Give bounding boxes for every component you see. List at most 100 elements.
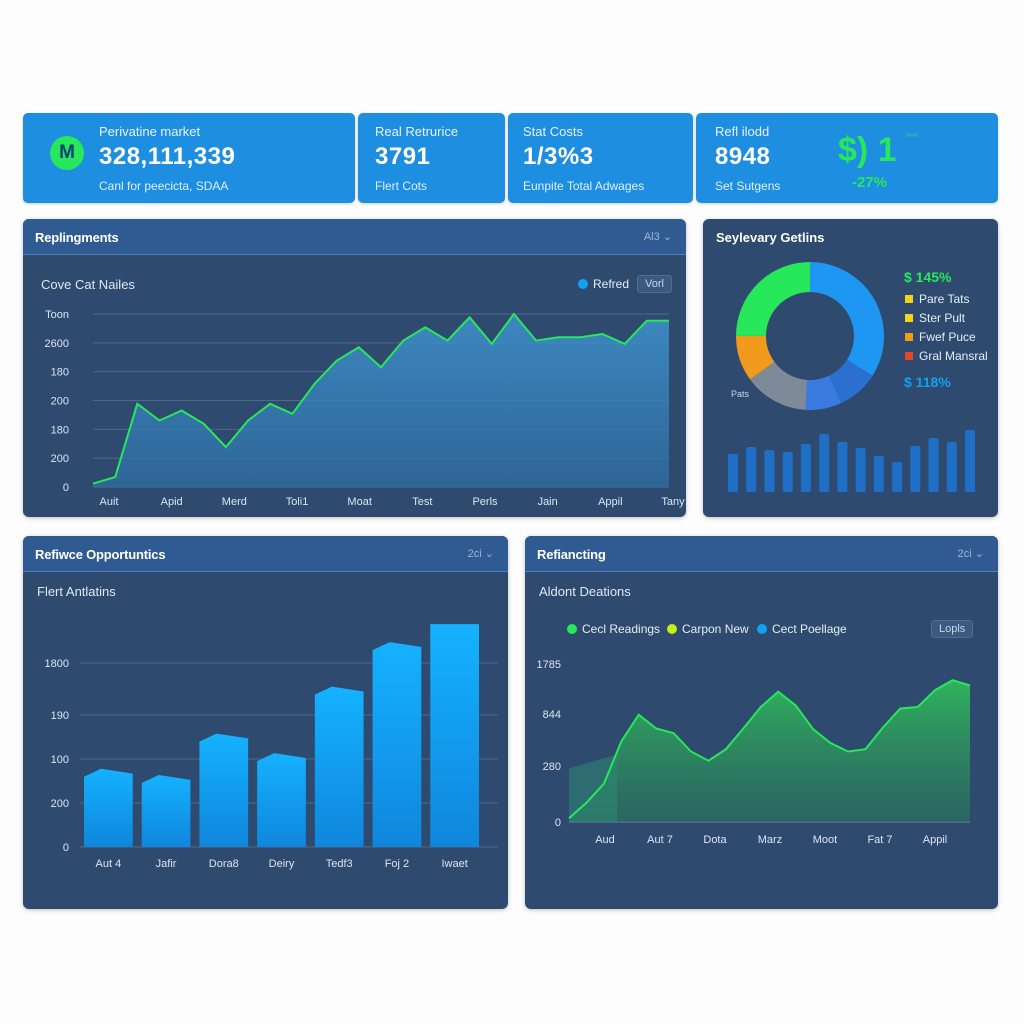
legend-square-icon bbox=[905, 333, 913, 341]
y-tick-label: 1800 bbox=[45, 658, 69, 670]
panel-title: Replingments bbox=[35, 230, 119, 245]
kpi-change: -27% bbox=[852, 174, 888, 191]
y-tick-label: 180 bbox=[51, 367, 69, 379]
legend-label: Ster Pult bbox=[919, 311, 966, 325]
kpi-sub: Eunpite Total Adwages bbox=[523, 179, 645, 193]
kpi-card-market[interactable]: M Perivatine market 328,111,339 Canl for… bbox=[23, 113, 355, 203]
seylevary-panel: Seylevary Getlins $ 145% Pare Tats Ster … bbox=[703, 219, 998, 517]
area-fill-refred bbox=[93, 314, 669, 487]
mini-bar bbox=[782, 452, 793, 492]
bar bbox=[430, 624, 479, 847]
mini-bar bbox=[746, 447, 757, 492]
legend-label: Refred bbox=[593, 277, 630, 291]
kpi-value: 328,111,339 bbox=[99, 143, 236, 170]
x-tick-label: Aud bbox=[595, 834, 615, 846]
y-tick-label: Toon bbox=[45, 309, 69, 321]
chart-title: Flert Antlatins bbox=[37, 584, 116, 599]
seylevary-donut-chart bbox=[728, 262, 975, 492]
panel-menu-dropdown[interactable]: 2ci ⌄ bbox=[467, 548, 494, 560]
kpi-label: Stat Costs bbox=[523, 124, 583, 139]
x-tick-label: Fat 7 bbox=[867, 834, 892, 846]
replingments-area-chart: 0 200 180 200 180 2600 Toon Auit Apid Merd Toli1 Mo… bbox=[45, 309, 686, 508]
y-tick-label: 280 bbox=[543, 761, 561, 773]
legend-item[interactable]: Gral Mansral bbox=[905, 349, 988, 363]
kpi-sub: Set Sutgens bbox=[715, 179, 781, 193]
bar bbox=[199, 733, 249, 847]
x-tick-label: Marz bbox=[758, 834, 782, 846]
x-tick-label: Jafir bbox=[156, 858, 177, 870]
legend-dot-icon bbox=[578, 279, 588, 289]
panel-header: Refiancting 2ci ⌄ bbox=[525, 536, 998, 572]
legend-dot-icon bbox=[667, 624, 677, 634]
y-tick-label: 100 bbox=[51, 754, 69, 766]
y-tick-label: 190 bbox=[51, 710, 69, 722]
kpi-label: Perivatine market bbox=[99, 124, 201, 139]
kpi-card-costs[interactable]: Stat Costs 1/3%3 Eunpite Total Adwages bbox=[508, 113, 693, 203]
kpi-card-refl[interactable]: Refl ilodd 8948 Set Sutgens $) 1 °°° -27… bbox=[696, 113, 998, 203]
y-tick-label: 0 bbox=[555, 817, 561, 829]
kpi-sub: Canl for peecicta, SDAA bbox=[99, 179, 229, 193]
y-tick-label: 0 bbox=[63, 482, 69, 494]
x-tick-label: Foj 2 bbox=[385, 858, 409, 870]
mini-bar bbox=[764, 450, 775, 492]
y-tick-label: 180 bbox=[51, 424, 69, 436]
mini-bar bbox=[837, 442, 848, 492]
kpi-label: Refl ilodd bbox=[715, 124, 770, 139]
refiwce-bar-chart: 0 200 100 190 1800 Aut 4 Jafir Dora8 Deiry Tedf3 F… bbox=[45, 624, 498, 870]
mini-bar bbox=[728, 454, 738, 492]
legend-item[interactable]: Carpon New bbox=[667, 622, 749, 636]
legend-square-icon bbox=[905, 295, 913, 303]
legend-item[interactable]: Cecl Readings bbox=[567, 622, 660, 636]
x-tick-label: Toli1 bbox=[286, 496, 309, 508]
panel-header: Replingments Al3 ⌄ bbox=[23, 219, 686, 255]
replingments-panel: Replingments Al3 ⌄ Cove Cat Nailes Refre… bbox=[23, 219, 686, 517]
kpi-card-retrurice[interactable]: Real Retrurice 3791 Flert Cots bbox=[358, 113, 505, 203]
panel-title: Seylevary Getlins bbox=[716, 230, 825, 245]
panel-menu-dropdown[interactable]: Al3 ⌄ bbox=[643, 231, 672, 243]
kpi-value: 8948 bbox=[715, 143, 771, 170]
series-line-refred bbox=[92, 312, 669, 485]
x-tick-label: Apid bbox=[161, 496, 183, 508]
legend-label: Cect Poellage bbox=[772, 622, 847, 636]
view-toggle-button[interactable]: Vorl bbox=[637, 275, 672, 293]
mini-bar bbox=[965, 430, 975, 492]
legend-label: Carpon New bbox=[682, 622, 749, 636]
x-tick-label: Moat bbox=[347, 496, 371, 508]
x-tick-label: Appil bbox=[923, 834, 947, 846]
legend-item[interactable]: Fwef Puce bbox=[905, 330, 976, 344]
chart-title: Cove Cat Nailes bbox=[41, 277, 135, 292]
kpi-value: 3791 bbox=[375, 143, 431, 170]
legend-dot-icon bbox=[757, 624, 767, 634]
mini-bar bbox=[892, 462, 903, 492]
x-tick-label: Perls bbox=[472, 496, 498, 508]
legend-item[interactable]: Ster Pult bbox=[905, 311, 965, 325]
bar bbox=[257, 753, 306, 847]
x-tick-label: Deiry bbox=[269, 858, 295, 870]
legend-label: Fwef Puce bbox=[919, 330, 976, 344]
legend-item[interactable]: Pare Tats bbox=[905, 292, 969, 306]
legend-refred[interactable]: Refred bbox=[578, 277, 629, 291]
mini-bar bbox=[946, 442, 957, 492]
stat-bottom: $ 118% bbox=[904, 374, 951, 390]
panel-title: Refiancting bbox=[537, 547, 606, 562]
x-tick-label: Dota bbox=[703, 834, 727, 846]
legend-item[interactable]: Cect Poellage bbox=[757, 622, 847, 636]
panel-menu-dropdown[interactable]: 2ci ⌄ bbox=[957, 548, 984, 560]
donut-slice bbox=[736, 262, 884, 410]
donut-small-label: Pats bbox=[731, 389, 750, 399]
y-tick-label: 200 bbox=[51, 396, 69, 408]
series-line-cecl-readings bbox=[568, 679, 971, 819]
legend-dot-icon bbox=[567, 624, 577, 634]
x-tick-label: Auit bbox=[100, 496, 119, 508]
x-tick-label: Test bbox=[412, 496, 432, 508]
legend-square-icon bbox=[905, 314, 913, 322]
area-fill-cecl-readings bbox=[569, 680, 970, 822]
view-toggle-button[interactable]: Lopls bbox=[931, 620, 974, 638]
y-tick-label: 1785 bbox=[537, 659, 561, 671]
y-tick-label: 200 bbox=[51, 798, 69, 810]
x-tick-label: Moot bbox=[813, 834, 837, 846]
kpi-sub: Flert Cots bbox=[375, 179, 428, 193]
x-tick-label: Dora8 bbox=[209, 858, 239, 870]
refiwce-panel: Refiwce Opportuntics 2ci ⌄ Flert Antlati… bbox=[23, 536, 508, 909]
x-tick-label: Aut 7 bbox=[647, 834, 673, 846]
